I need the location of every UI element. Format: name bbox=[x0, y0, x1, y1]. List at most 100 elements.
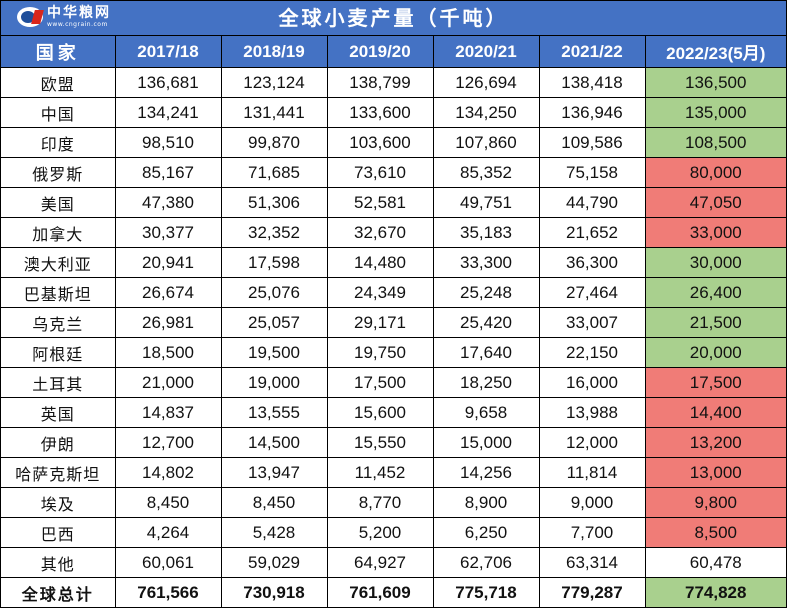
forecast-cell: 135,000 bbox=[644, 97, 786, 128]
value-cell: 123,124 bbox=[220, 67, 328, 98]
country-cell: 其他 bbox=[1, 547, 116, 578]
value-cell: 19,500 bbox=[220, 337, 328, 368]
value-cell: 32,352 bbox=[220, 217, 328, 248]
country-cell: 澳大利亚 bbox=[1, 247, 116, 278]
country-cell: 埃及 bbox=[1, 487, 116, 518]
forecast-cell: 26,400 bbox=[644, 277, 786, 308]
value-cell: 63,314 bbox=[538, 547, 646, 578]
value-cell: 4,264 bbox=[114, 517, 222, 548]
value-cell: 11,452 bbox=[326, 457, 434, 488]
country-cell: 巴西 bbox=[1, 517, 116, 548]
value-cell: 9,658 bbox=[432, 397, 540, 428]
value-cell: 51,306 bbox=[220, 187, 328, 218]
value-cell: 30,377 bbox=[114, 217, 222, 248]
value-cell: 75,158 bbox=[538, 157, 646, 188]
value-cell: 13,947 bbox=[220, 457, 328, 488]
country-cell: 印度 bbox=[1, 127, 116, 158]
title-bar: 中华粮网 www.cngrain.com 全球小麦产量（千吨） bbox=[1, 1, 786, 36]
value-cell: 47,380 bbox=[114, 187, 222, 218]
table-row: 英国 14,837 13,555 15,600 9,658 13,988 14,400 bbox=[1, 397, 786, 428]
value-cell: 99,870 bbox=[220, 127, 328, 158]
value-cell: 6,250 bbox=[432, 517, 540, 548]
value-cell: 8,900 bbox=[432, 487, 540, 518]
value-cell: 12,700 bbox=[114, 427, 222, 458]
logo-name: 中华粮网 bbox=[47, 5, 111, 21]
value-cell: 15,550 bbox=[326, 427, 434, 458]
forecast-cell: 20,000 bbox=[644, 337, 786, 368]
value-cell: 136,681 bbox=[114, 67, 222, 98]
table-row: 加拿大 30,377 32,352 32,670 35,183 21,652 33,000 bbox=[1, 217, 786, 248]
value-cell: 8,450 bbox=[114, 487, 222, 518]
table-row: 美国 47,380 51,306 52,581 49,751 44,790 47,050 bbox=[1, 187, 786, 218]
value-cell: 26,981 bbox=[114, 307, 222, 338]
value-cell: 14,256 bbox=[432, 457, 540, 488]
country-cell: 加拿大 bbox=[1, 217, 116, 248]
forecast-cell: 774,828 bbox=[644, 577, 786, 607]
cngrain-logo-icon bbox=[17, 7, 43, 27]
value-cell: 33,300 bbox=[432, 247, 540, 278]
header-2018-19: 2018/19 bbox=[220, 36, 328, 68]
value-cell: 59,029 bbox=[220, 547, 328, 578]
value-cell: 17,500 bbox=[326, 367, 434, 398]
table-row: 中国 134,241 131,441 133,600 134,250 136,946 135… bbox=[1, 97, 786, 128]
value-cell: 8,450 bbox=[220, 487, 328, 518]
value-cell: 25,057 bbox=[220, 307, 328, 338]
country-cell: 美国 bbox=[1, 187, 116, 218]
forecast-cell: 17,500 bbox=[644, 367, 786, 398]
country-cell: 土耳其 bbox=[1, 367, 116, 398]
value-cell: 17,640 bbox=[432, 337, 540, 368]
header-row: 国家 2017/18 2018/19 2019/20 2020/21 2021/… bbox=[1, 36, 786, 68]
value-cell: 62,706 bbox=[432, 547, 540, 578]
value-cell: 15,000 bbox=[432, 427, 540, 458]
table-row: 伊朗 12,700 14,500 15,550 15,000 12,000 13,200 bbox=[1, 427, 786, 458]
country-cell: 俄罗斯 bbox=[1, 157, 116, 188]
country-cell: 乌克兰 bbox=[1, 307, 116, 338]
country-cell: 伊朗 bbox=[1, 427, 116, 458]
value-cell: 730,918 bbox=[220, 577, 328, 607]
forecast-cell: 13,000 bbox=[644, 457, 786, 488]
value-cell: 14,837 bbox=[114, 397, 222, 428]
table-row: 巴西 4,264 5,428 5,200 6,250 7,700 8,500 bbox=[1, 517, 786, 548]
value-cell: 85,167 bbox=[114, 157, 222, 188]
value-cell: 14,480 bbox=[326, 247, 434, 278]
value-cell: 109,586 bbox=[538, 127, 646, 158]
value-cell: 14,500 bbox=[220, 427, 328, 458]
table-row: 俄罗斯 85,167 71,685 73,610 85,352 75,158 80,000 bbox=[1, 157, 786, 188]
value-cell: 21,652 bbox=[538, 217, 646, 248]
value-cell: 126,694 bbox=[432, 67, 540, 98]
header-2020-21: 2020/21 bbox=[432, 36, 540, 68]
table-row: 欧盟 136,681 123,124 138,799 126,694 138,418 136… bbox=[1, 67, 786, 98]
value-cell: 107,860 bbox=[432, 127, 540, 158]
forecast-cell: 14,400 bbox=[644, 397, 786, 428]
value-cell: 22,150 bbox=[538, 337, 646, 368]
table-row: 阿根廷 18,500 19,500 19,750 17,640 22,150 20,000 bbox=[1, 337, 786, 368]
value-cell: 27,464 bbox=[538, 277, 646, 308]
forecast-cell: 13,200 bbox=[644, 427, 786, 458]
value-cell: 138,418 bbox=[538, 67, 646, 98]
value-cell: 35,183 bbox=[432, 217, 540, 248]
value-cell: 5,428 bbox=[220, 517, 328, 548]
value-cell: 16,000 bbox=[538, 367, 646, 398]
value-cell: 11,814 bbox=[538, 457, 646, 488]
value-cell: 25,076 bbox=[220, 277, 328, 308]
value-cell: 761,566 bbox=[114, 577, 222, 607]
value-cell: 136,946 bbox=[538, 97, 646, 128]
value-cell: 131,441 bbox=[220, 97, 328, 128]
value-cell: 20,941 bbox=[114, 247, 222, 278]
table-title: 全球小麦产量（千吨） bbox=[278, 6, 509, 30]
value-cell: 18,500 bbox=[114, 337, 222, 368]
value-cell: 26,674 bbox=[114, 277, 222, 308]
value-cell: 36,300 bbox=[538, 247, 646, 278]
value-cell: 12,000 bbox=[538, 427, 646, 458]
value-cell: 134,250 bbox=[432, 97, 540, 128]
value-cell: 133,600 bbox=[326, 97, 434, 128]
table-row: 印度 98,510 99,870 103,600 107,860 109,586 108,5… bbox=[1, 127, 786, 158]
table-row: 乌克兰 26,981 25,057 29,171 25,420 33,007 21,500 bbox=[1, 307, 786, 338]
forecast-cell: 80,000 bbox=[644, 157, 786, 188]
table-row: 巴基斯坦 26,674 25,076 24,349 25,248 27,464 26,400 bbox=[1, 277, 786, 308]
value-cell: 19,750 bbox=[326, 337, 434, 368]
value-cell: 33,007 bbox=[538, 307, 646, 338]
forecast-cell: 33,000 bbox=[644, 217, 786, 248]
value-cell: 134,241 bbox=[114, 97, 222, 128]
